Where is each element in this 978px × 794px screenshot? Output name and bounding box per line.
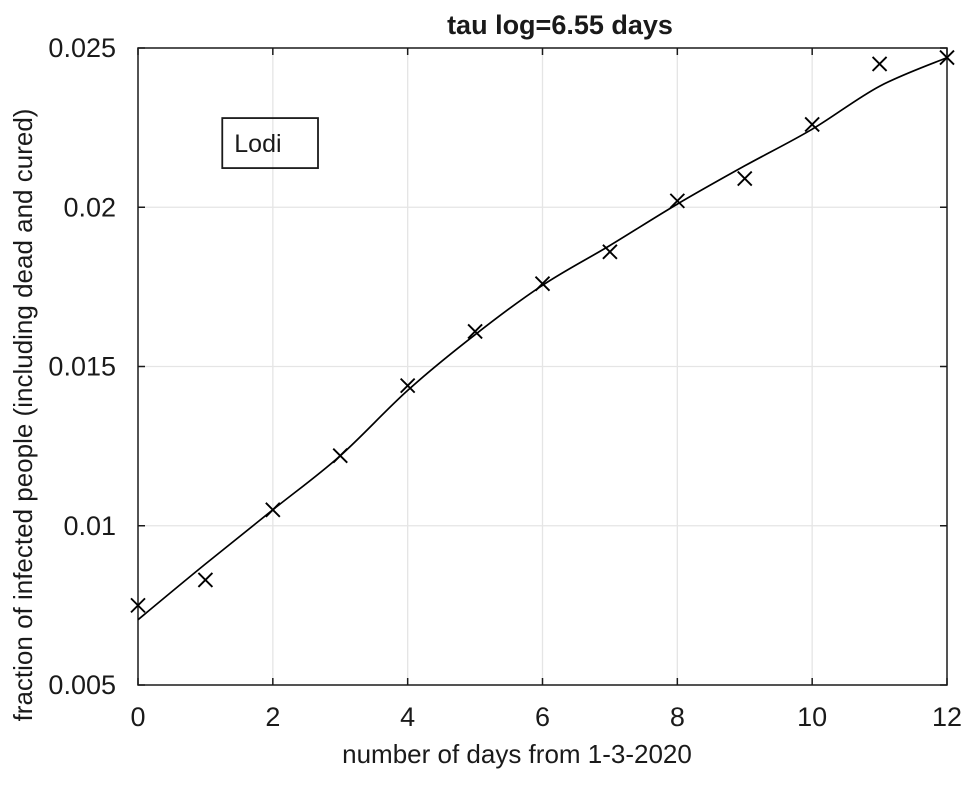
y-axis-label: fraction of infected people (including d… [8, 109, 38, 722]
data-marker-x [871, 56, 888, 72]
y-tick-label: 0.01 [63, 511, 116, 541]
x-tick-label: 6 [535, 702, 550, 732]
data-marker-x [939, 49, 955, 66]
legend-label: Lodi [234, 130, 281, 158]
x-tick-label: 0 [130, 702, 145, 732]
data-marker-x [602, 244, 618, 260]
x-axis-label: number of days from 1-3-2020 [342, 739, 692, 769]
fit-curve [137, 56, 948, 621]
legend-box: Lodi [221, 117, 319, 169]
data-marker-x [197, 572, 214, 588]
y-tick-label: 0.015 [48, 352, 116, 382]
chart-title: tau log=6.55 days [447, 10, 673, 40]
data-marker-x [399, 377, 416, 394]
data-marker-x [804, 116, 820, 133]
legend-box-border [221, 117, 319, 169]
x-tick-label: 4 [400, 702, 415, 732]
x-tick-label: 2 [265, 702, 280, 732]
data-marker-x [737, 170, 753, 187]
data-marker-x [669, 193, 686, 209]
x-tick-label: 12 [932, 702, 962, 732]
y-tick-label: 0.02 [63, 192, 116, 222]
grid-layer [138, 48, 947, 685]
y-tick-label: 0.005 [48, 670, 116, 700]
series-layer [130, 49, 955, 621]
axes-layer [137, 47, 948, 686]
x-tick-label: 10 [797, 702, 827, 732]
data-marker-x [467, 323, 483, 340]
data-marker-x [130, 597, 146, 614]
x-tick-label: 8 [670, 702, 685, 732]
tick-label-layer: 0 2 4 6 8 10 12 0.005 0.01 0.015 0.02 0.025 [48, 33, 962, 732]
y-tick-label: 0.025 [48, 33, 116, 63]
